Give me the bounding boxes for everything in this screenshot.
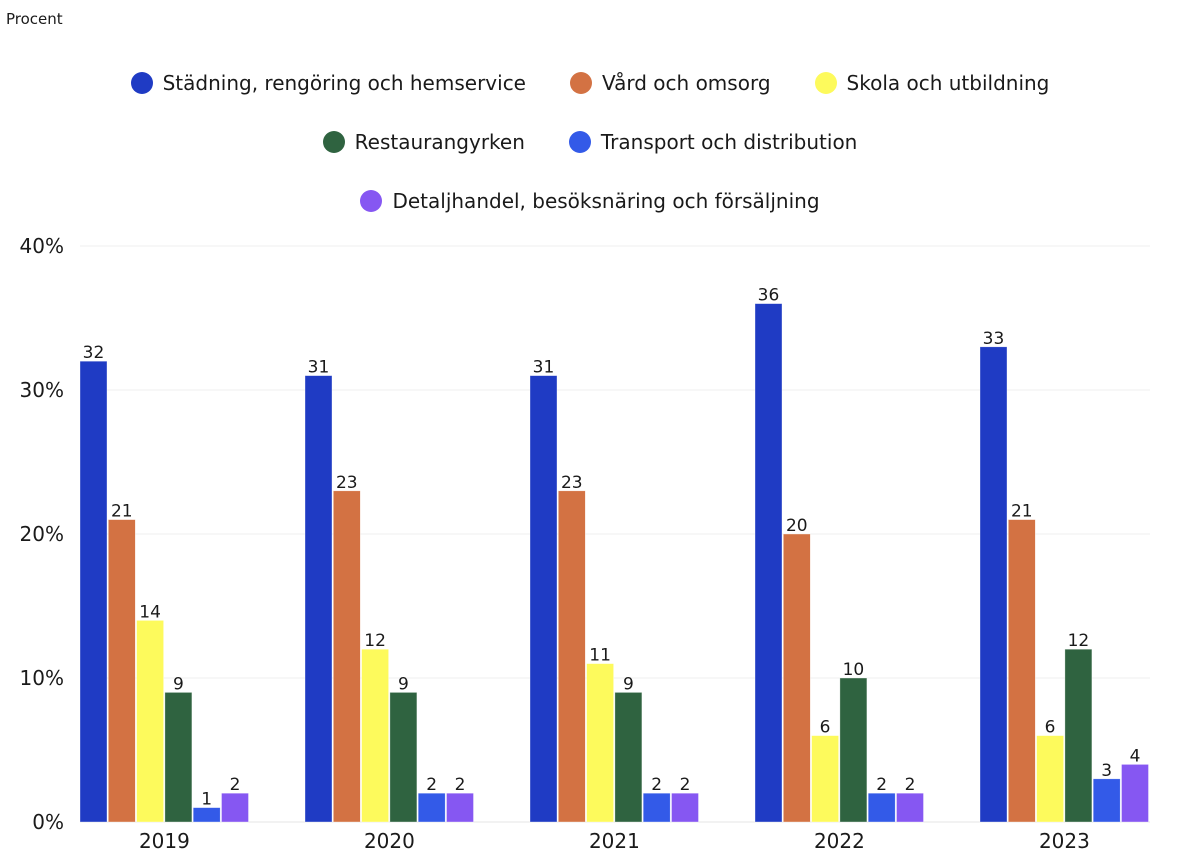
data-label: 2 bbox=[455, 775, 466, 795]
bar bbox=[1036, 735, 1064, 823]
legend-label: Detaljhandel, besöksnäring och försäljni… bbox=[392, 189, 820, 213]
bar bbox=[642, 792, 671, 823]
bar bbox=[1064, 648, 1093, 823]
data-label: 23 bbox=[336, 473, 358, 493]
y-tick-label: 20% bbox=[20, 522, 64, 546]
bar bbox=[754, 303, 783, 823]
data-label: 6 bbox=[1045, 718, 1056, 738]
legend-row-1: Städning, rengöring och hemservice Vård … bbox=[0, 71, 1180, 95]
data-label: 31 bbox=[308, 358, 330, 378]
legend-label: Skola och utbildning bbox=[846, 71, 1050, 95]
y-tick-label: 0% bbox=[32, 810, 64, 834]
x-tick-label: 2019 bbox=[139, 829, 190, 853]
legend-label: Vård och omsorg bbox=[602, 71, 771, 95]
bar bbox=[671, 792, 699, 823]
legend-dot-icon bbox=[322, 131, 345, 153]
bar bbox=[811, 735, 839, 823]
legend-item[interactable]: Vård och omsorg bbox=[570, 71, 771, 95]
bar bbox=[446, 792, 474, 823]
data-label: 14 bbox=[139, 602, 161, 622]
bar bbox=[304, 375, 333, 823]
data-label: 2 bbox=[905, 775, 916, 795]
legend-label: Restaurangyrken bbox=[354, 130, 525, 154]
data-label: 31 bbox=[533, 358, 555, 378]
legend-dot-icon bbox=[360, 190, 383, 212]
bar bbox=[979, 346, 1008, 823]
legend-item[interactable]: Städning, rengöring och hemservice bbox=[130, 71, 526, 95]
x-tick-label: 2023 bbox=[1039, 829, 1090, 853]
data-label: 12 bbox=[364, 631, 386, 651]
bar bbox=[586, 663, 614, 823]
bar bbox=[136, 620, 164, 823]
data-label: 21 bbox=[111, 502, 133, 522]
bar bbox=[389, 692, 418, 823]
data-label: 10 bbox=[843, 660, 865, 680]
data-label: 1 bbox=[201, 790, 212, 810]
data-label: 20 bbox=[786, 516, 808, 536]
bar bbox=[108, 519, 136, 823]
data-label: 3 bbox=[1101, 761, 1112, 781]
bar bbox=[361, 648, 389, 823]
y-tick-label: 40% bbox=[20, 234, 64, 258]
bar bbox=[557, 490, 586, 823]
bar bbox=[192, 807, 221, 823]
bar bbox=[164, 692, 193, 823]
data-label: 32 bbox=[83, 343, 105, 363]
legend-row-2: Restaurangyrken Transport och distributi… bbox=[0, 130, 1180, 154]
legend-label: Transport och distribution bbox=[600, 130, 858, 154]
data-label: 21 bbox=[1011, 502, 1033, 522]
bar bbox=[529, 375, 558, 823]
data-label: 9 bbox=[173, 674, 184, 694]
legend-dot-icon bbox=[568, 131, 591, 153]
legend-row-3: Detaljhandel, besöksnäring och försäljni… bbox=[0, 189, 1180, 213]
y-tick-label: 30% bbox=[20, 378, 64, 402]
legend-item[interactable]: Restaurangyrken bbox=[322, 130, 525, 154]
bar bbox=[1007, 519, 1036, 823]
bar bbox=[839, 677, 868, 823]
data-label: 11 bbox=[589, 646, 611, 666]
legend-label: Städning, rengöring och hemservice bbox=[162, 71, 526, 95]
legend-item[interactable]: Transport och distribution bbox=[568, 130, 858, 154]
data-label: 2 bbox=[651, 775, 662, 795]
bar bbox=[896, 792, 924, 823]
bar bbox=[221, 792, 249, 823]
data-label: 9 bbox=[398, 674, 409, 694]
bar bbox=[614, 692, 643, 823]
x-tick-label: 2020 bbox=[364, 829, 415, 853]
bar bbox=[332, 490, 361, 823]
legend-dot-icon bbox=[130, 72, 153, 94]
legend-item[interactable]: Detaljhandel, besöksnäring och försäljni… bbox=[360, 189, 820, 213]
bar bbox=[782, 533, 811, 823]
data-label: 12 bbox=[1068, 631, 1090, 651]
bar bbox=[867, 792, 896, 823]
data-label: 9 bbox=[623, 674, 634, 694]
data-label: 4 bbox=[1130, 746, 1141, 766]
y-axis-unit-label: Procent bbox=[6, 10, 63, 28]
data-label: 2 bbox=[680, 775, 691, 795]
legend-dot-icon bbox=[814, 72, 837, 94]
data-label: 6 bbox=[820, 718, 831, 738]
data-label: 36 bbox=[758, 286, 780, 306]
bar bbox=[79, 360, 108, 823]
legend-dot-icon bbox=[570, 72, 592, 94]
data-label: 2 bbox=[876, 775, 887, 795]
data-label: 23 bbox=[561, 473, 583, 493]
bar bbox=[1092, 778, 1121, 823]
legend-item[interactable]: Skola och utbildning bbox=[814, 71, 1050, 95]
data-label: 2 bbox=[230, 775, 241, 795]
x-tick-label: 2021 bbox=[589, 829, 640, 853]
data-label: 33 bbox=[983, 329, 1005, 349]
y-tick-label: 10% bbox=[20, 666, 64, 690]
bar bbox=[417, 792, 446, 823]
bar bbox=[1121, 764, 1149, 823]
data-label: 2 bbox=[426, 775, 437, 795]
x-tick-label: 2022 bbox=[814, 829, 865, 853]
